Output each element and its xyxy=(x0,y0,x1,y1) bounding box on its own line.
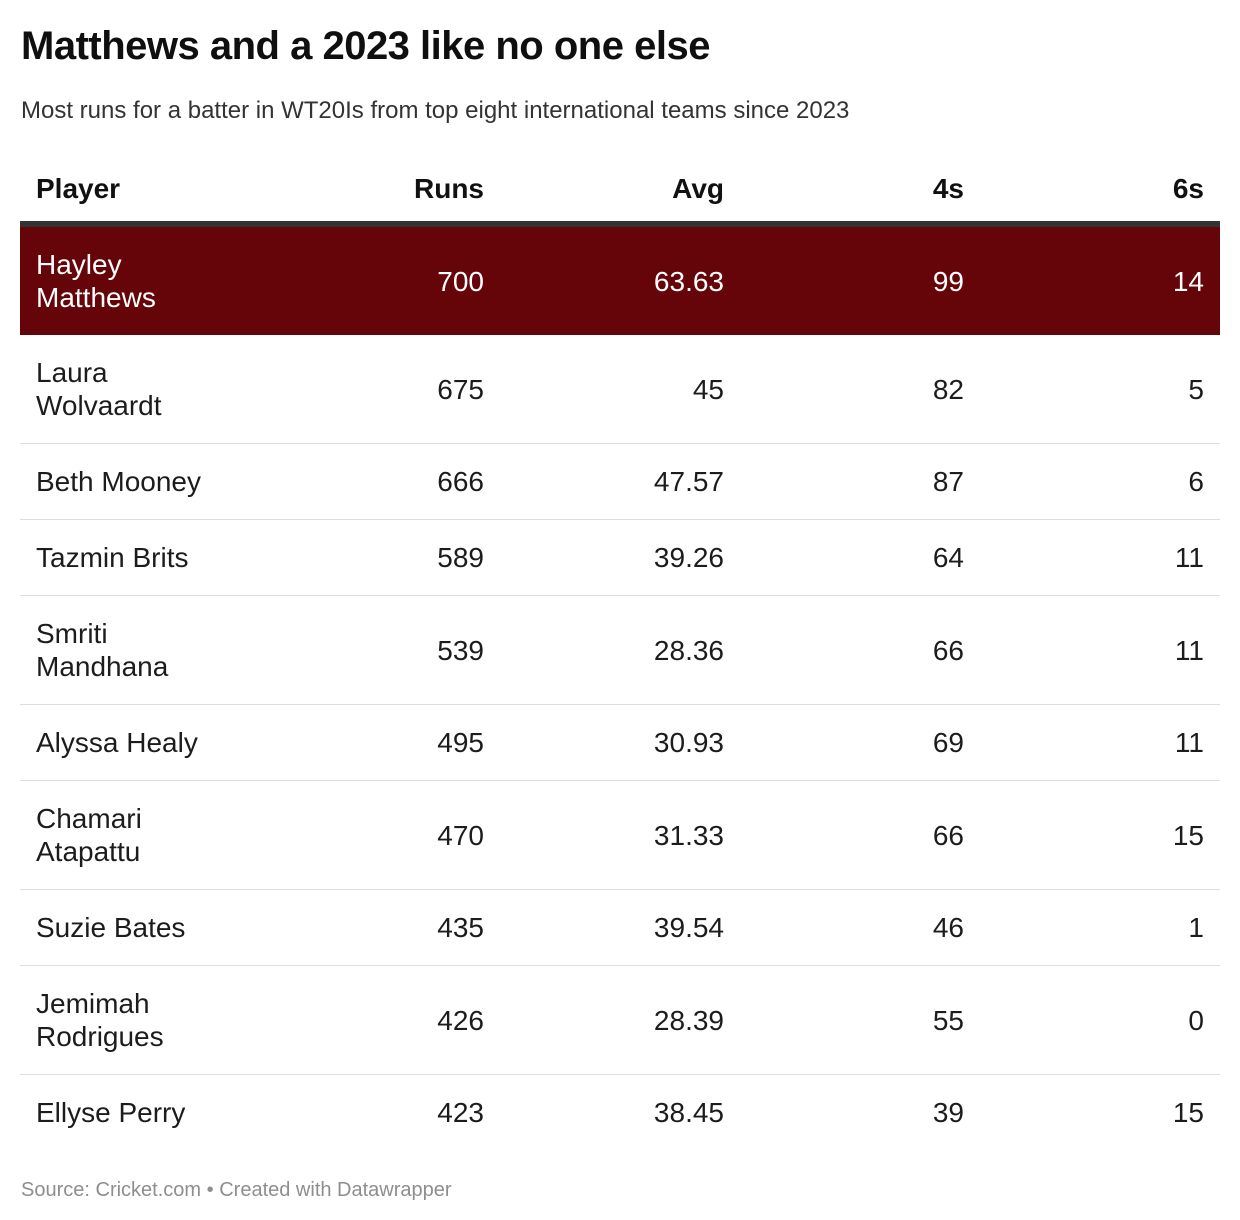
cell-avg: 28.39 xyxy=(500,965,740,1076)
cell-player: Chamari Atapattu xyxy=(20,780,260,891)
cell-runs: 700 xyxy=(260,224,500,336)
table-row: Smriti Mandhana 539 28.36 66 11 xyxy=(20,595,1220,706)
cell-runs: 539 xyxy=(260,595,500,706)
cell-sixes: 11 xyxy=(980,519,1220,597)
table-row: Suzie Bates 435 39.54 46 1 xyxy=(20,889,1220,967)
cell-avg: 38.45 xyxy=(653,1097,724,1129)
cell-sixes: 11 xyxy=(980,704,1220,782)
footer-separator: • xyxy=(206,1179,214,1202)
cell-player: Laura Wolvaardt xyxy=(20,335,260,445)
cell-runs: 426 xyxy=(260,965,500,1076)
table-row: Jemimah Rodrigues 426 28.39 55 0 xyxy=(20,965,1220,1076)
cell-runs: 589 xyxy=(260,519,500,597)
table-row: Chamari Atapattu 470 31.33 66 15 xyxy=(20,780,1220,891)
table-row: Laura Wolvaardt 675 45 82 5 xyxy=(20,335,1220,445)
stats-table: Player Runs Avg 4s 6s Hayley Matthews 700… xyxy=(20,156,1220,1150)
cell-avg: 45 xyxy=(500,335,740,445)
cell-player: Hayley Matthews xyxy=(20,224,260,336)
page-title: Matthews and a 2023 like no one else xyxy=(21,24,710,68)
col-header-avg: Avg xyxy=(500,156,740,228)
cell-player: Tazmin Brits xyxy=(20,519,260,597)
cell-avg: 39.26 xyxy=(500,519,740,597)
source-name: Cricket.com xyxy=(95,1179,202,1202)
cell-avg: 31.33 xyxy=(500,780,740,891)
cell-sixes: 6 xyxy=(980,443,1220,521)
col-header-player: Player xyxy=(20,156,260,228)
col-header-runs: Runs xyxy=(260,156,500,228)
cell-runs: 470 xyxy=(260,780,500,891)
col-header-6s: 6s xyxy=(980,156,1220,228)
cell-fours: 66 xyxy=(740,780,980,891)
cell-fours: 55 xyxy=(740,965,980,1076)
cell-sixes: 0 xyxy=(980,965,1220,1076)
cell-sixes: 11 xyxy=(980,595,1220,706)
cell-player: Beth Mooney xyxy=(20,443,260,521)
cell-player: Ellyse Perry xyxy=(36,1097,186,1129)
cell-fours: 99 xyxy=(740,224,980,336)
cell-runs: 666 xyxy=(260,443,500,521)
cell-player: Suzie Bates xyxy=(20,889,260,967)
page-subtitle: Most runs for a batter in WT20Is from to… xyxy=(21,97,850,124)
cell-runs: 495 xyxy=(260,704,500,782)
cell-fours: 39 xyxy=(932,1097,964,1129)
attribution: Created with Datawrapper xyxy=(219,1179,452,1202)
table-row: Ellyse Perry 423 38.45 39 15 xyxy=(20,1075,1220,1151)
table-row: Beth Mooney 666 47.57 87 6 xyxy=(20,443,1220,521)
cell-fours: 82 xyxy=(740,335,980,445)
cell-player: Jemimah Rodrigues xyxy=(20,965,260,1076)
cell-sixes: 5 xyxy=(980,335,1220,445)
table-header-row: Player Runs Avg 4s 6s xyxy=(20,156,1220,228)
cell-fours: 87 xyxy=(740,443,980,521)
cell-player: Alyssa Healy xyxy=(20,704,260,782)
cell-avg: 30.93 xyxy=(500,704,740,782)
cell-avg: 63.63 xyxy=(500,224,740,336)
cell-sixes: 14 xyxy=(980,224,1220,336)
table-row-highlighted: Hayley Matthews 700 63.63 99 14 xyxy=(20,224,1220,336)
cell-fours: 46 xyxy=(740,889,980,967)
table-row: Alyssa Healy 495 30.93 69 11 xyxy=(20,704,1220,782)
footer: Source: Cricket.com • Created with Dataw… xyxy=(21,1177,1220,1203)
cell-avg: 39.54 xyxy=(500,889,740,967)
cell-fours: 66 xyxy=(740,595,980,706)
cell-runs: 435 xyxy=(260,889,500,967)
cell-player: Smriti Mandhana xyxy=(20,595,260,706)
cell-sixes: 1 xyxy=(980,889,1220,967)
source-label: Source: xyxy=(21,1179,90,1202)
table-row: Tazmin Brits 589 39.26 64 11 xyxy=(20,519,1220,597)
cell-runs: 423 xyxy=(437,1097,484,1129)
table-body: Hayley Matthews 700 63.63 99 14 Laura Wolvaar… xyxy=(20,224,1220,1150)
cell-avg: 47.57 xyxy=(500,443,740,521)
cell-avg: 28.36 xyxy=(500,595,740,706)
cell-sixes: 15 xyxy=(980,780,1220,891)
cell-runs: 675 xyxy=(260,335,500,445)
col-header-4s: 4s xyxy=(740,156,980,228)
cell-sixes: 15 xyxy=(1172,1097,1204,1129)
cell-fours: 69 xyxy=(740,704,980,782)
cell-fours: 64 xyxy=(740,519,980,597)
